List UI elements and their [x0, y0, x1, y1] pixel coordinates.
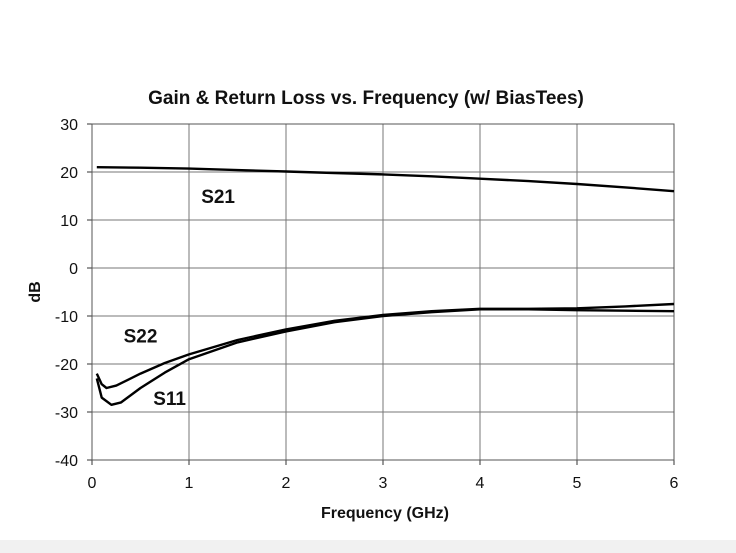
x-tick-label: 6 [670, 475, 679, 492]
plot-frame [91, 123, 675, 461]
bottom-strip [0, 540, 736, 553]
chart-title: Gain & Return Loss vs. Frequency (w/ Bia… [148, 88, 584, 109]
y-tick-label: -10 [55, 309, 78, 326]
y-tick-label: -30 [55, 405, 78, 422]
series-label-s22: S22 [124, 326, 158, 347]
series-label-s11: S11 [153, 389, 186, 410]
series-label-s21: S21 [201, 187, 235, 208]
y-tick-label: 0 [69, 261, 78, 278]
y-tick-label: -40 [55, 453, 78, 470]
x-axis-label: Frequency (GHz) [321, 505, 449, 522]
x-tick-label: 4 [476, 475, 485, 492]
x-tick-label: 1 [185, 475, 194, 492]
series-lines [95, 166, 675, 406]
grid [87, 123, 675, 465]
x-tick-label: 3 [379, 475, 388, 492]
y-axis-label: dB [27, 281, 44, 302]
series-line-s11 [95, 308, 675, 406]
y-tick-label: 20 [60, 165, 78, 182]
annotations: S21 S22 S11 [124, 187, 236, 410]
series-line-s21 [96, 166, 675, 193]
y-tick-label: -20 [55, 357, 78, 374]
y-tick-label: 10 [60, 213, 78, 230]
y-tick-label: 30 [60, 117, 78, 134]
x-tick-label: 2 [282, 475, 291, 492]
tick-labels: 0 1 2 3 4 5 6 30 20 10 0 -10 -20 -30 -40 [55, 117, 679, 492]
x-tick-label: 0 [88, 475, 97, 492]
x-tick-label: 5 [573, 475, 582, 492]
